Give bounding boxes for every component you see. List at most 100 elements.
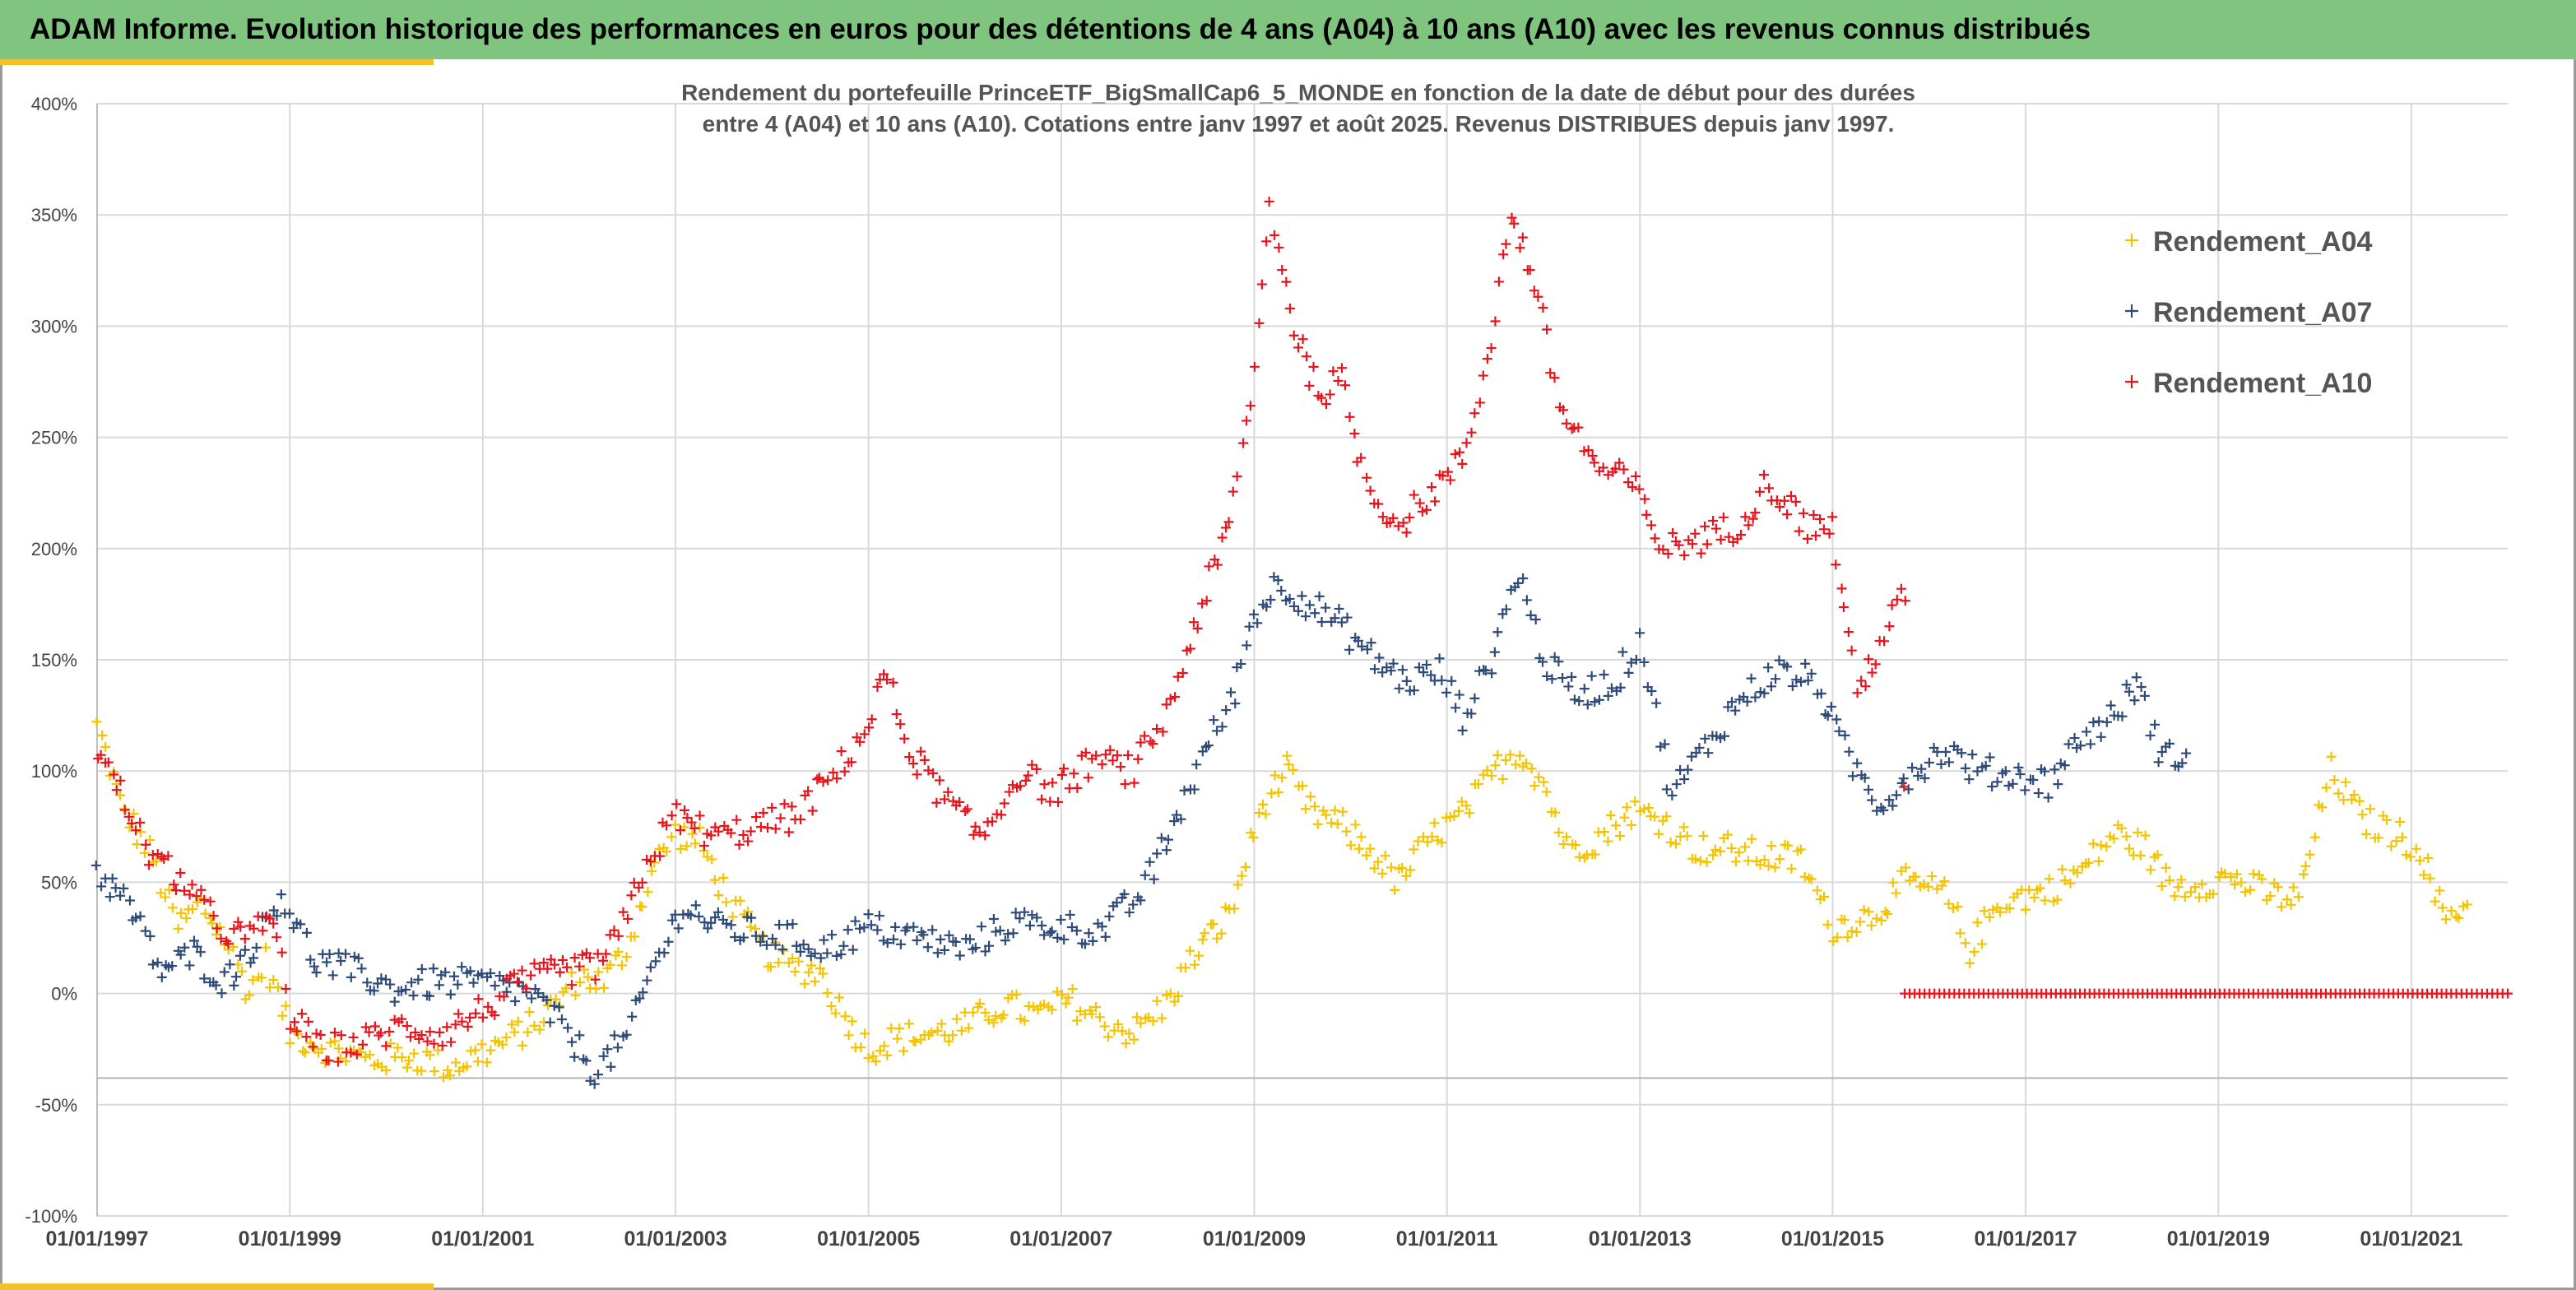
point-rendement_a10 (699, 840, 709, 851)
point-rendement_a04 (1529, 781, 1540, 791)
point-rendement_a10 (1245, 401, 1256, 411)
point-rendement_a07 (195, 947, 206, 958)
point-rendement_a04 (1901, 862, 1911, 873)
point-rendement_a10 (1856, 675, 1867, 686)
point-rendement_a10 (1209, 555, 1220, 565)
point-rendement_a04 (1427, 831, 1437, 842)
point-rendement_a04 (951, 1014, 962, 1024)
point-rendement_a04 (879, 1041, 889, 1051)
point-rendement_a10 (904, 752, 915, 763)
point-rendement_a10 (872, 681, 883, 692)
point-rendement_a07 (659, 948, 670, 958)
point-rendement_a07 (276, 889, 286, 900)
point-rendement_a04 (1091, 1002, 1102, 1013)
point-rendement_a04 (1305, 791, 1316, 802)
point-rendement_a07 (301, 927, 312, 938)
point-rendement_a10 (1232, 471, 1242, 482)
point-rendement_a10 (1123, 749, 1134, 760)
point-rendement_a04 (281, 1000, 291, 1011)
point-rendement_a10 (1288, 330, 1299, 341)
point-rendement_a04 (2072, 867, 2082, 878)
point-rendement_a10 (1794, 526, 1804, 536)
point-rendement_a07 (1450, 703, 1461, 713)
point-rendement_a10 (315, 1029, 326, 1040)
point-rendement_a07 (838, 940, 849, 951)
point-rendement_a07 (810, 948, 820, 958)
point-rendement_a07 (380, 974, 391, 985)
point-rendement_a04 (298, 1046, 309, 1056)
point-rendement_a04 (1067, 984, 1078, 995)
point-rendement_a07 (1579, 684, 1590, 694)
point-rendement_a04 (1876, 915, 1887, 926)
point-rendement_a07 (1943, 757, 1954, 768)
point-rendement_a04 (2329, 775, 2340, 786)
point-rendement_a07 (1189, 784, 1200, 795)
point-rendement_a10 (1598, 462, 1608, 473)
point-rendement_a07 (822, 948, 833, 958)
point-rendement_a04 (1405, 865, 1416, 875)
point-rendement_a04 (1570, 840, 1580, 851)
point-rendement_a04 (2208, 889, 2219, 899)
point-rendement_a04 (2397, 832, 2407, 842)
point-rendement_a07 (815, 953, 826, 963)
point-rendement_a07 (192, 941, 202, 952)
point-rendement_a07 (140, 926, 151, 936)
point-rendement_a04 (1770, 862, 1780, 873)
point-rendement_a04 (598, 982, 609, 993)
point-rendement_a07 (995, 926, 1005, 936)
point-rendement_a07 (2085, 739, 2096, 749)
point-rendement_a07 (1878, 805, 1889, 815)
point-rendement_a10 (675, 825, 685, 836)
point-rendement_a10 (751, 812, 762, 823)
point-rendement_a07 (1530, 615, 1541, 625)
point-rendement_a07 (1646, 685, 1657, 696)
point-rendement_a04 (2415, 855, 2425, 865)
point-rendement_a10 (1718, 512, 1729, 522)
point-rendement_a07 (1156, 833, 1167, 843)
point-rendement_a07 (1019, 907, 1030, 917)
point-rendement_a10 (416, 1030, 427, 1041)
point-rendement_a04 (233, 959, 244, 970)
y-tick-label: -100% (25, 1206, 77, 1227)
point-rendement_a10 (268, 918, 279, 929)
point-rendement_a04 (1312, 819, 1323, 829)
point-rendement_a04 (975, 998, 985, 1009)
point-rendement_a10 (763, 823, 773, 833)
point-rendement_a04 (1650, 811, 1660, 822)
point-rendement_a10 (626, 890, 637, 901)
point-rendement_a04 (1497, 774, 1508, 785)
point-rendement_a10 (1107, 755, 1118, 766)
point-rendement_a07 (490, 981, 500, 991)
point-rendement_a04 (968, 1007, 978, 1018)
point-rendement_a07 (918, 930, 929, 940)
point-rendement_a04 (1449, 810, 1460, 821)
point-rendement_a04 (364, 1050, 375, 1060)
point-rendement_a04 (2365, 804, 2375, 814)
point-rendement_a04 (2446, 905, 2457, 916)
point-rendement_a10 (661, 820, 672, 831)
point-rendement_a10 (296, 1009, 307, 1019)
point-rendement_a10 (289, 1017, 299, 1028)
point-rendement_a04 (1401, 870, 1412, 881)
point-rendement_a10 (1037, 794, 1047, 805)
point-rendement_a04 (1461, 800, 1472, 811)
point-rendement_a07 (272, 911, 282, 921)
point-rendement_a07 (1898, 773, 1909, 784)
point-rendement_a10 (779, 799, 790, 810)
point-rendement_a04 (1131, 1012, 1142, 1023)
point-rendement_a07 (1374, 652, 1385, 663)
point-rendement_a10 (1852, 688, 1863, 698)
point-rendement_a07 (554, 1002, 564, 1013)
point-rendement_a07 (211, 980, 221, 991)
point-rendement_a04 (822, 988, 833, 999)
point-rendement_a04 (404, 1056, 415, 1066)
point-rendement_a10 (512, 977, 522, 987)
point-rendement_a10 (235, 921, 246, 932)
point-rendement_a10 (517, 965, 527, 976)
point-rendement_a10 (919, 754, 930, 765)
accent-bar-top (0, 59, 434, 65)
point-rendement_a04 (1232, 879, 1243, 890)
point-rendement_a10 (1764, 483, 1775, 494)
point-rendement_a04 (800, 978, 810, 989)
point-rendement_a10 (1900, 596, 1910, 606)
